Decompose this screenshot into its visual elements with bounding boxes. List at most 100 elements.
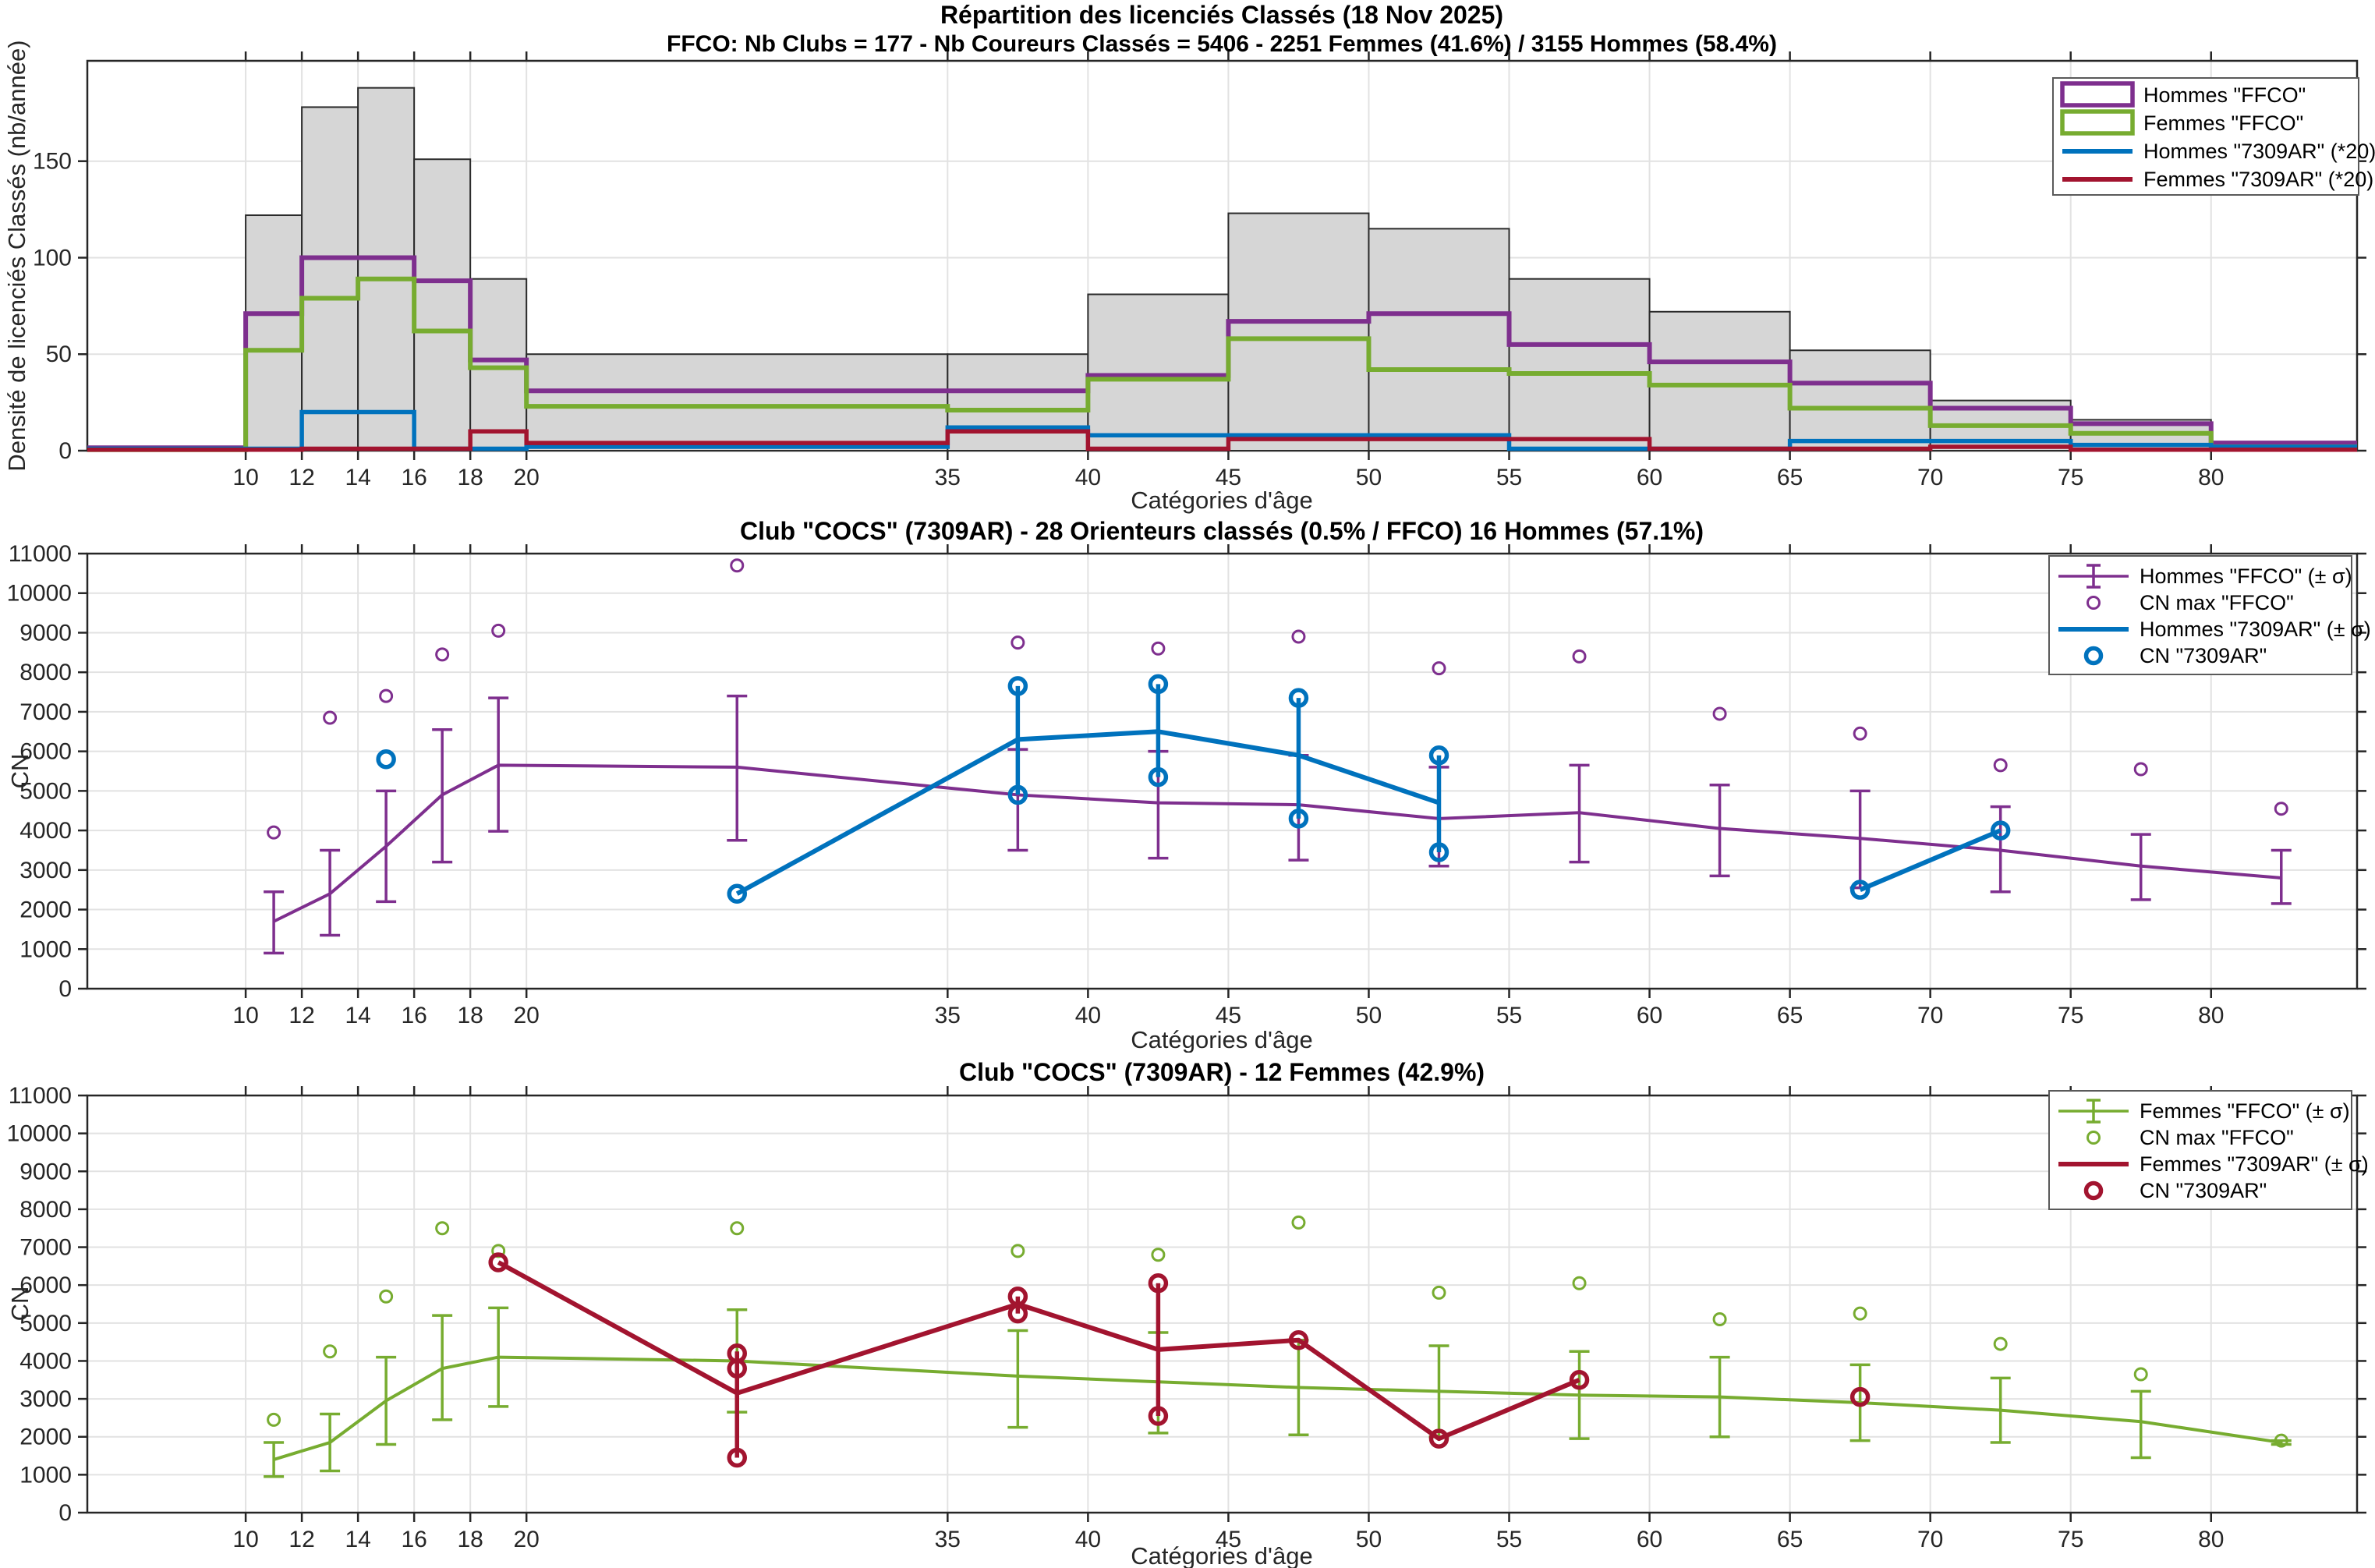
- legend: Hommes "FFCO" Femmes "FFCO" Hommes "7309AR…: [2052, 77, 2375, 196]
- svg-text:Hommes "FFCO": Hommes "FFCO": [2143, 83, 2306, 107]
- panel-club-femmes: Club "COCS" (7309AR) - 12 Femmes (42.9%)…: [0, 1053, 2375, 1568]
- svg-text:12: 12: [288, 1003, 314, 1028]
- svg-text:80: 80: [2198, 465, 2224, 490]
- legend: Hommes "FFCO" (± σ) CN max "FFCO" Hommes "…: [2048, 555, 2371, 675]
- svg-text:50: 50: [1356, 1527, 1382, 1552]
- svg-text:6000: 6000: [19, 739, 72, 765]
- svg-text:55: 55: [1496, 1003, 1522, 1028]
- svg-text:45: 45: [1216, 1527, 1241, 1552]
- bot-xlabel: Catégories d'âge: [1131, 1542, 1312, 1568]
- top-xlabel: Catégories d'âge: [1131, 487, 1312, 514]
- svg-text:Femmes "FFCO": Femmes "FFCO": [2143, 111, 2303, 135]
- tick-labels: 10 12 14 16 18 20 35 40 45 50 55 60 65 70 75 80 0 1000 200…: [7, 1083, 2225, 1552]
- axes-box: [86, 1094, 2359, 1514]
- cn-club-marker: [488, 1252, 508, 1272]
- grid: [87, 1095, 2357, 1513]
- svg-text:50: 50: [46, 342, 72, 367]
- club-series: [376, 674, 2011, 904]
- cn-club-marker: [1428, 842, 1449, 862]
- legend: Femmes "FFCO" (± σ) CN max "FFCO" Femmes "…: [2048, 1090, 2369, 1210]
- svg-text:Femmes "FFCO" (± σ): Femmes "FFCO" (± σ): [2140, 1099, 2350, 1123]
- svg-text:75: 75: [2058, 1527, 2083, 1552]
- svg-text:Hommes "7309AR" (*20): Hommes "7309AR" (*20): [2143, 140, 2375, 163]
- svg-text:50: 50: [1356, 465, 1382, 490]
- svg-text:CN "7309AR": CN "7309AR": [2140, 644, 2267, 667]
- svg-text:Femmes "7309AR" (*20): Femmes "7309AR" (*20): [2143, 168, 2373, 191]
- svg-text:14: 14: [345, 1527, 370, 1552]
- svg-text:75: 75: [2058, 465, 2083, 490]
- femmes-cn-plot: Club "COCS" (7309AR) - 12 Femmes (42.9%)…: [6, 1058, 2369, 1568]
- svg-text:CN max "FFCO": CN max "FFCO": [2140, 1126, 2294, 1149]
- svg-text:10000: 10000: [7, 1121, 72, 1147]
- histogram-bars: [245, 87, 2359, 452]
- svg-text:Femmes "7309AR" (± σ): Femmes "7309AR" (± σ): [2140, 1152, 2369, 1176]
- bot-ylabel: CN: [6, 1287, 34, 1322]
- svg-text:12: 12: [288, 1527, 314, 1552]
- cn-club-marker: [1569, 1370, 1590, 1390]
- svg-text:70: 70: [1917, 1527, 1943, 1552]
- svg-text:14: 14: [345, 1003, 370, 1028]
- svg-text:20: 20: [513, 1003, 539, 1028]
- cn-club-marker: [1148, 674, 1169, 695]
- panel-club-hommes: Club "COCS" (7309AR) - 28 Orienteurs cla…: [0, 515, 2375, 1053]
- svg-text:40: 40: [1075, 1003, 1101, 1028]
- svg-text:5000: 5000: [19, 778, 72, 804]
- ffco-mean-line: [273, 1355, 2282, 1461]
- svg-text:5000: 5000: [19, 1311, 72, 1336]
- tick-marks: [78, 1086, 2366, 1522]
- svg-text:40: 40: [1075, 1527, 1101, 1552]
- svg-text:3000: 3000: [19, 1386, 72, 1412]
- svg-text:Hommes "FFCO" (± σ): Hommes "FFCO" (± σ): [2140, 565, 2352, 588]
- svg-text:35: 35: [935, 1527, 961, 1552]
- svg-text:20: 20: [513, 1527, 539, 1552]
- svg-text:12: 12: [288, 465, 314, 490]
- top-subtitle: FFCO: Nb Clubs = 177 - Nb Coureurs Class…: [667, 31, 1777, 57]
- cn-club-marker: [727, 1358, 748, 1379]
- svg-text:80: 80: [2198, 1003, 2224, 1028]
- mid-xlabel: Catégories d'âge: [1131, 1026, 1312, 1053]
- cn-club-marker: [376, 749, 396, 770]
- bot-title: Club "COCS" (7309AR) - 12 Femmes (42.9%): [959, 1058, 1485, 1086]
- grid: [87, 553, 2357, 989]
- svg-text:100: 100: [33, 245, 72, 271]
- svg-text:60: 60: [1637, 465, 1662, 490]
- cn-club-marker: [1148, 1406, 1169, 1426]
- step-series: [87, 276, 2357, 452]
- cn-club-marker: [1148, 1273, 1169, 1294]
- svg-text:16: 16: [401, 1527, 427, 1552]
- svg-text:4000: 4000: [19, 818, 72, 844]
- svg-text:40: 40: [1075, 465, 1101, 490]
- histogram-axes: 10 12 14 16 18 20 35 40 45 50 55 60 65 70 75 80 0 50 100 15…: [33, 51, 2375, 490]
- svg-text:7000: 7000: [19, 1235, 72, 1261]
- svg-text:55: 55: [1496, 1527, 1522, 1552]
- hommes-cn-plot: Club "COCS" (7309AR) - 28 Orienteurs cla…: [6, 517, 2371, 1053]
- svg-text:9000: 9000: [19, 620, 72, 646]
- svg-text:CN max "FFCO": CN max "FFCO": [2140, 591, 2294, 614]
- svg-text:CN "7309AR": CN "7309AR": [2140, 1179, 2267, 1202]
- ffco-errorbar-series: [264, 1306, 2292, 1478]
- cn-club-marker: [1288, 1329, 1309, 1350]
- cn-club-marker: [1428, 1428, 1449, 1449]
- svg-text:1000: 1000: [19, 936, 72, 962]
- svg-text:0: 0: [58, 438, 72, 464]
- cn-max-markers: [267, 1215, 2288, 1448]
- tick-marks: [78, 544, 2366, 998]
- cn-club-marker: [1148, 766, 1169, 788]
- step-series: [87, 429, 2357, 452]
- svg-text:75: 75: [2058, 1003, 2083, 1028]
- cn-club-marker: [1990, 820, 2011, 841]
- svg-text:45: 45: [1216, 1003, 1241, 1028]
- svg-text:60: 60: [1637, 1527, 1662, 1552]
- svg-text:150: 150: [33, 149, 72, 175]
- svg-text:1000: 1000: [19, 1462, 72, 1488]
- svg-text:65: 65: [1777, 1003, 1803, 1028]
- svg-text:3000: 3000: [19, 858, 72, 883]
- svg-text:65: 65: [1777, 1527, 1803, 1552]
- club-series: [488, 1252, 1871, 1468]
- tick-labels: 10 12 14 16 18 20 35 40 45 50 55 60 65 70 75 80 0 1000 200…: [7, 541, 2225, 1028]
- cn-club-marker: [1007, 784, 1028, 805]
- svg-text:2000: 2000: [19, 897, 72, 923]
- svg-text:20: 20: [513, 465, 539, 490]
- cn-club-marker: [727, 1447, 748, 1468]
- svg-text:8000: 8000: [19, 1197, 72, 1223]
